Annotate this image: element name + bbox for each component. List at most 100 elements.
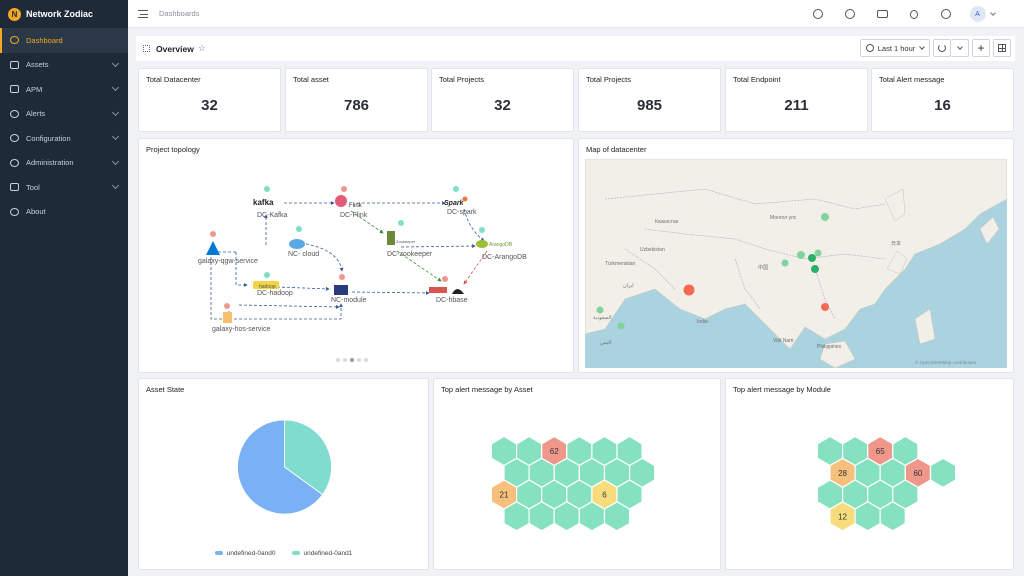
sidebar-item-alerts[interactable]: Alerts <box>0 102 128 127</box>
star-icon[interactable]: ☆ <box>197 43 206 53</box>
stat-card-projects-2[interactable]: Total Projects 985 <box>578 68 721 132</box>
flink-logo: Flink <box>349 203 363 209</box>
stat-label: Total Endpoint <box>733 75 781 84</box>
alert-by-module-honeycomb[interactable]: 65 28 60 12 <box>726 399 1015 569</box>
search-icon[interactable] <box>802 6 834 22</box>
node-dc-flink[interactable]: DC-Flink <box>340 212 368 219</box>
node-dc-hbase[interactable]: DC-hbase <box>436 297 468 304</box>
chevron-down-icon <box>989 10 996 16</box>
chevron-down-icon <box>956 44 963 50</box>
panel-title: Top alert message by Asset <box>441 385 533 394</box>
map-label: Türkmenistan <box>605 261 636 267</box>
spark-logo: Spark <box>444 200 465 207</box>
sidebar-item-tool[interactable]: Tool <box>0 175 128 200</box>
country-borders <box>604 188 886 320</box>
node-galaxy-qgw-service[interactable]: galaxy-qgw-service <box>198 258 258 265</box>
refresh-interval-dropdown[interactable] <box>951 39 969 57</box>
hex-cell[interactable] <box>578 501 606 532</box>
hex-value: 21 <box>500 491 509 500</box>
gear-icon <box>10 134 19 143</box>
carousel-dot[interactable] <box>364 358 368 362</box>
alert-by-module-panel: Top alert message by Module 65 28 60 12 <box>725 378 1014 570</box>
sidebar-item-assets[interactable]: Assets <box>0 53 128 78</box>
panel-title: Top alert message by Module <box>733 385 831 394</box>
carousel-dot[interactable] <box>357 358 361 362</box>
compass-icon[interactable] <box>834 6 866 22</box>
node-galaxy-hos-service[interactable]: galaxy-hos-service <box>212 326 271 333</box>
hex-cell[interactable] <box>603 501 631 532</box>
stat-value: 16 <box>934 97 951 114</box>
globe-icon[interactable] <box>930 6 962 22</box>
hex-value: 6 <box>602 491 607 500</box>
carousel-dot[interactable] <box>343 358 347 362</box>
hex-value: 62 <box>550 447 559 456</box>
node-dc-arangodb[interactable]: DC-ArangoDB <box>482 254 527 261</box>
stat-label: Total Projects <box>439 75 485 84</box>
stat-card-datacenter[interactable]: Total Datacenter 32 <box>138 68 281 132</box>
bulb-icon[interactable] <box>898 6 930 22</box>
page-title: Overview <box>156 43 194 54</box>
alert-by-asset-honeycomb[interactable]: 62 21 6 <box>434 399 722 569</box>
sidebar-item-configuration[interactable]: Configuration <box>0 126 128 151</box>
node-nc-cloud[interactable]: NC- cloud <box>288 251 320 258</box>
time-range-picker[interactable]: Last 1 hour <box>860 39 930 57</box>
toolbox-icon <box>10 183 19 192</box>
chevron-down-icon <box>111 157 120 165</box>
chevron-down-icon <box>111 181 120 190</box>
carousel-dot[interactable] <box>350 358 354 362</box>
stat-card-asset[interactable]: Total asset 786 <box>285 68 428 132</box>
sidebar-item-dashboard[interactable]: Dashboard <box>0 28 128 53</box>
sidebar-item-label: APM <box>26 84 43 94</box>
datacenter-map[interactable]: Казахстан Монгол улс Uzbekistan Türkmeni… <box>585 159 1007 368</box>
datacenter-markers[interactable] <box>596 213 830 330</box>
stat-card-endpoint[interactable]: Total Endpoint 211 <box>725 68 868 132</box>
calendar-icon[interactable] <box>866 6 898 22</box>
pie-legend: undefined-0and0 undefined-0and1 <box>139 550 428 557</box>
node-dc-kafka[interactable]: DC-Kafka <box>257 212 288 219</box>
node-dc-hadoop[interactable]: DC-hadoop <box>257 290 293 297</box>
sidebar-item-administration[interactable]: Administration <box>0 151 128 176</box>
menu-toggle-icon[interactable] <box>138 9 148 18</box>
clock-icon <box>865 44 874 52</box>
brand[interactable]: N Network Zodiac <box>0 0 128 28</box>
time-range-label: Last 1 hour <box>877 43 916 53</box>
overview-bar: Overview ☆ Last 1 hour + <box>136 36 1015 61</box>
legend-item[interactable]: undefined-0and0 <box>214 550 276 557</box>
refresh-button[interactable] <box>933 39 951 57</box>
topology-edges <box>210 201 488 320</box>
node-dc-zookeeper[interactable]: DC-zookeeper <box>387 251 433 258</box>
user-menu[interactable]: A <box>962 6 1002 22</box>
sidebar-item-apm[interactable]: APM <box>0 77 128 102</box>
stat-value: 32 <box>201 97 218 114</box>
pie-slice[interactable] <box>284 419 332 496</box>
legend-item[interactable]: undefined-0and1 <box>291 550 352 557</box>
stat-value: 211 <box>784 97 809 114</box>
add-panel-button[interactable]: + <box>972 39 990 57</box>
carousel-dots[interactable] <box>336 358 368 362</box>
avatar[interactable]: A <box>969 6 986 22</box>
hex-cell[interactable] <box>879 501 906 532</box>
dashboard-icon <box>10 36 19 45</box>
sidebar-item-about[interactable]: About <box>0 200 128 225</box>
sidebar-item-label: Assets <box>26 60 49 70</box>
stat-card-alert[interactable]: Total Alert message 16 <box>871 68 1014 132</box>
topbar-icons: A <box>802 6 1002 22</box>
grid-layout-icon <box>998 44 1006 52</box>
map-label: Việt Nam <box>773 338 793 344</box>
info-icon <box>10 207 19 216</box>
topology-graph[interactable]: kafka Flink Spark Zookeeper ArangoDB had… <box>139 139 575 374</box>
node-dc-spark[interactable]: DC-spark <box>447 209 477 216</box>
map-label: اليمن <box>600 340 611 346</box>
project-topology-panel: Project topology <box>138 138 574 373</box>
stat-card-projects[interactable]: Total Projects 32 <box>431 68 574 132</box>
map-label: 中国 <box>758 264 768 271</box>
breadcrumb[interactable]: Dashboards <box>159 9 200 18</box>
map-label: ایران <box>623 283 634 289</box>
pie-slice[interactable] <box>237 419 324 515</box>
node-nc-module[interactable]: NC-module <box>331 297 367 304</box>
asset-state-pie[interactable] <box>139 397 430 557</box>
hex-cell[interactable] <box>929 457 957 488</box>
stat-value: 786 <box>343 97 370 114</box>
carousel-dot[interactable] <box>336 358 340 362</box>
layout-button[interactable] <box>993 39 1011 57</box>
